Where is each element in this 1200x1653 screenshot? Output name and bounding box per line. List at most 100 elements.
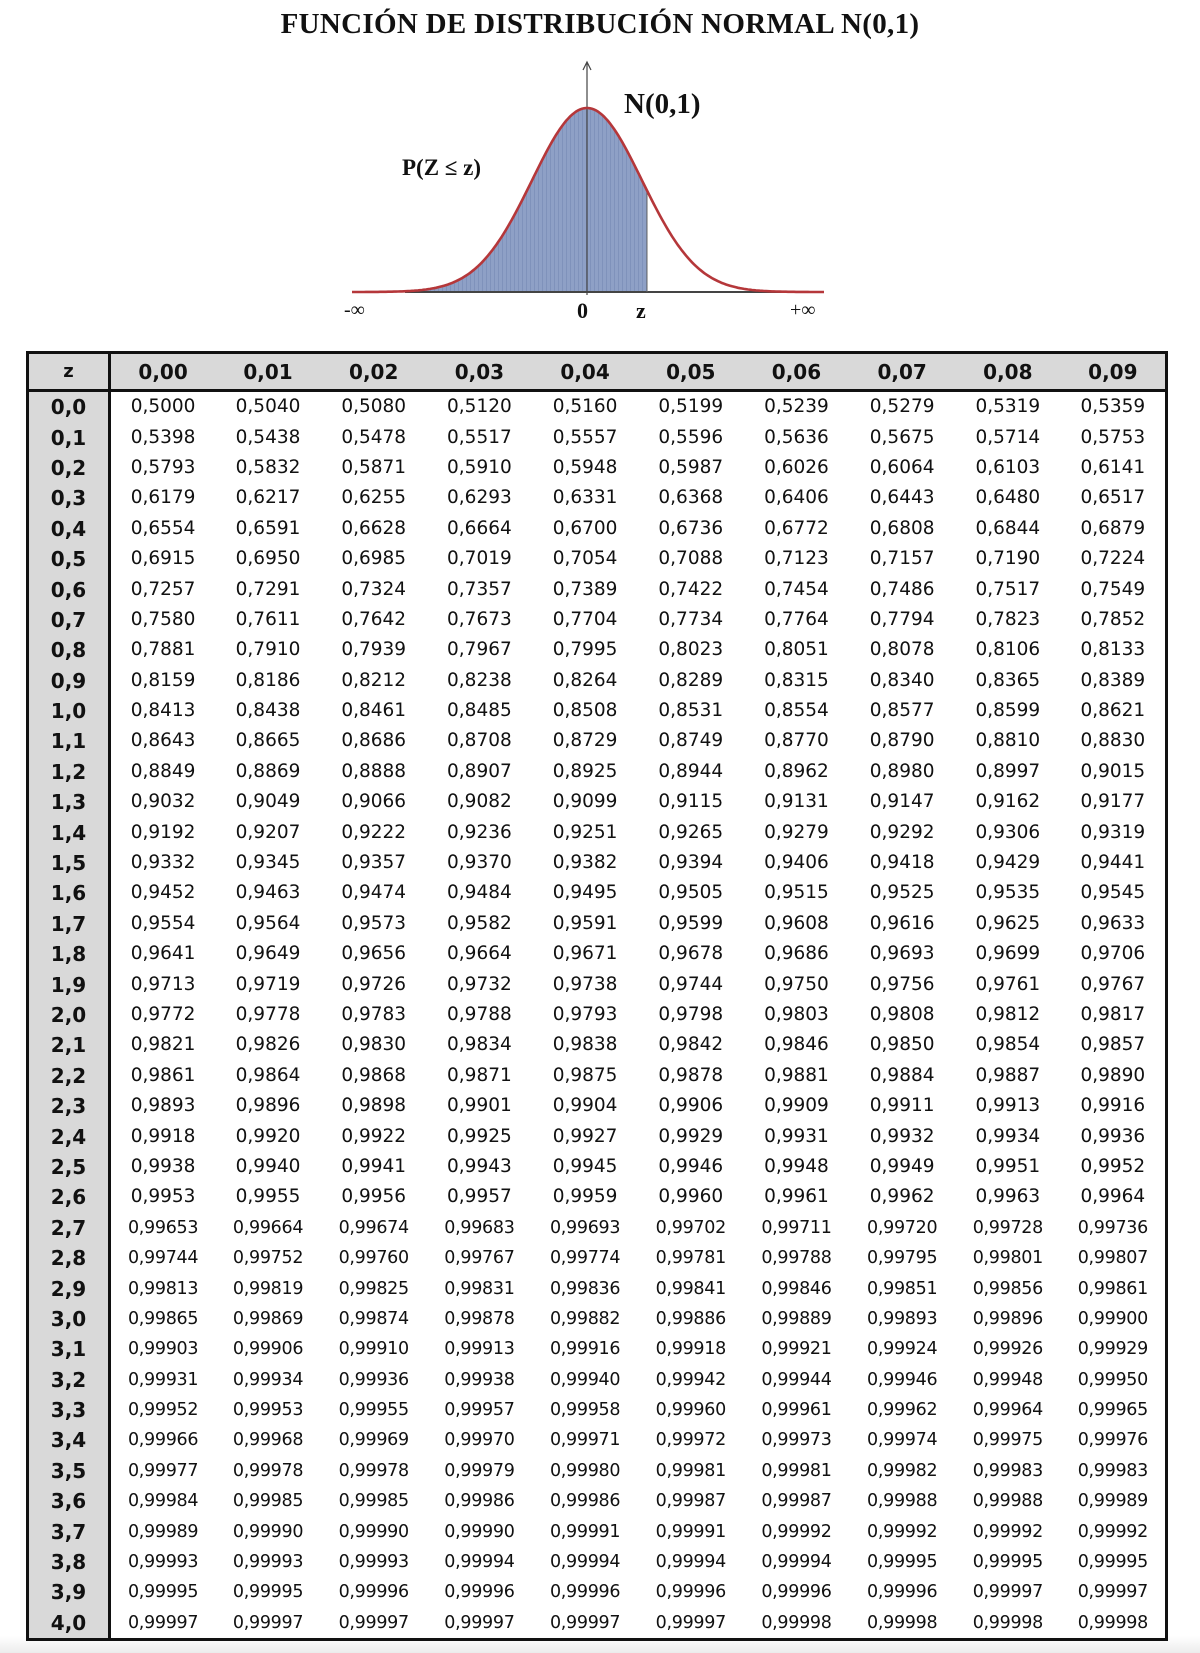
table-cell: 0,8980 <box>869 760 935 782</box>
table-cell: 0,5319 <box>975 396 1041 418</box>
table-cell: 0,8944 <box>658 760 724 782</box>
table-cell: 0,99995 <box>232 1582 304 1603</box>
table-cell: 0,9162 <box>975 791 1041 813</box>
table-cell: 0,8770 <box>764 730 829 752</box>
table-cell: 0,8997 <box>975 760 1041 782</box>
table-cell: 0,9861 <box>130 1064 196 1086</box>
row-header: 1,8 <box>27 939 111 970</box>
table-cell: 0,9842 <box>658 1034 724 1056</box>
table-cell: 0,99693 <box>549 1217 621 1238</box>
table-cell: 0,5359 <box>1080 396 1146 418</box>
table-cell: 0,9177 <box>1080 791 1146 813</box>
table-cell: 0,99972 <box>655 1430 727 1451</box>
table-cell: 0,9554 <box>130 912 196 934</box>
row-header: 4,0 <box>27 1607 111 1640</box>
table-cell: 0,5478 <box>341 426 407 448</box>
table-cell: 0,8264 <box>552 669 618 691</box>
table-cell: 0,99801 <box>972 1248 1044 1269</box>
table-cell: 0,99995 <box>867 1552 938 1573</box>
table-cell: 0,9931 <box>764 1125 829 1147</box>
table-cell: 0,9927 <box>552 1125 618 1147</box>
row-header: 3,8 <box>27 1546 111 1578</box>
row-header: 3,3 <box>27 1394 111 1426</box>
table-cell: 0,8554 <box>764 700 829 722</box>
table-cell: 0,7190 <box>975 548 1041 570</box>
table-cell: 0,9964 <box>1080 1186 1146 1208</box>
table-cell: 0,9943 <box>447 1155 512 1177</box>
table-cell: 0,99961 <box>761 1400 832 1421</box>
table-cell: 0,8078 <box>869 639 935 661</box>
table-cell: 0,99893 <box>867 1308 938 1329</box>
table-cell: 0,8365 <box>975 669 1041 691</box>
table-cell: 0,99979 <box>444 1460 515 1481</box>
table-cell: 0,9616 <box>869 912 935 934</box>
table-cell: 0,9279 <box>764 821 829 843</box>
table-cell: 0,7088 <box>658 548 724 570</box>
table-row: 3,3 0,99952 0,99953 0,99955 0,99957 0,99958 0,… <box>27 1394 1167 1426</box>
table-cell: 0,9793 <box>552 1004 618 1025</box>
table-cell: 0,5832 <box>235 456 301 478</box>
table-cell: 0,99931 <box>127 1369 199 1390</box>
table-cell: 0,6331 <box>552 487 618 509</box>
row-header: 3,0 <box>27 1303 111 1335</box>
table-cell: 0,9767 <box>1080 973 1146 995</box>
row-header: 3,9 <box>27 1577 111 1608</box>
table-cell: 0,9726 <box>341 973 407 995</box>
table-cell: 0,99807 <box>1077 1248 1149 1269</box>
table-cell: 0,99996 <box>549 1582 621 1603</box>
table-cell: 0,9382 <box>552 852 618 874</box>
row-header: 2,6 <box>27 1182 111 1213</box>
table-cell: 0,7389 <box>552 578 618 600</box>
table-cell: 0,99846 <box>761 1278 832 1299</box>
row-header: 2,7 <box>27 1212 111 1243</box>
table-cell: 0,99992 <box>761 1521 832 1542</box>
table-cell: 0,99991 <box>655 1521 727 1542</box>
table-cell: 0,7019 <box>447 548 512 570</box>
table-cell: 0,9906 <box>658 1095 724 1117</box>
table-cell: 0,99851 <box>867 1278 938 1299</box>
table-cell: 0,6700 <box>552 517 618 539</box>
table-cell: 0,9474 <box>341 882 407 904</box>
table-cell: 0,9265 <box>658 821 724 843</box>
table-cell: 0,7764 <box>764 608 829 630</box>
table-cell: 0,9345 <box>235 852 301 874</box>
table-cell: 0,9306 <box>975 821 1041 843</box>
table-cell: 0,9962 <box>869 1186 935 1208</box>
table-row: 1,5 0,9332 0,9345 0,9357 0,9370 0,9382 0,9394 0… <box>27 847 1167 879</box>
table-cell: 0,6368 <box>658 487 724 509</box>
table-cell: 0,9808 <box>869 1004 935 1025</box>
table-cell: 0,99946 <box>867 1369 938 1390</box>
table-cell: 0,99938 <box>444 1369 515 1390</box>
table-row: 0,8 0,7881 0,7910 0,7939 0,7967 0,7995 0,8023 0… <box>27 635 1167 666</box>
table-cell: 0,9932 <box>869 1125 935 1147</box>
table-cell: 0,99683 <box>444 1217 515 1238</box>
table-cell: 0,9750 <box>764 973 829 995</box>
table-cell: 0,99861 <box>1077 1278 1149 1299</box>
table-cell: 0,8315 <box>764 669 829 691</box>
table-row: 1,3 0,9032 0,9049 0,9066 0,9082 0,9099 0,9115 0… <box>27 787 1167 818</box>
table-cell: 0,99882 <box>549 1308 621 1329</box>
table-cell: 0,99994 <box>655 1552 727 1573</box>
table-cell: 0,9713 <box>130 973 196 995</box>
table-cell: 0,8925 <box>552 760 618 782</box>
table-cell: 0,99664 <box>232 1217 304 1238</box>
table-cell: 0,99989 <box>1077 1491 1149 1512</box>
table-cell: 0,9920 <box>235 1125 301 1147</box>
table-cell: 0,7054 <box>552 548 618 570</box>
table-cell: 0,7517 <box>975 578 1041 600</box>
table-cell: 0,8461 <box>341 700 407 722</box>
table-cell: 0,9641 <box>130 943 196 965</box>
row-header: 1,3 <box>27 787 111 818</box>
table-cell: 0,9834 <box>447 1034 512 1056</box>
table-cell: 0,9830 <box>341 1034 407 1056</box>
table-cell: 0,6628 <box>341 517 407 539</box>
table-cell: 0,99964 <box>972 1400 1044 1421</box>
table-cell: 0,9656 <box>341 943 407 965</box>
normal-distribution-table: z 0,00 0,01 0,02 0,03 0,04 0,05 0,06 0,07 0,08 0,… <box>26 351 1168 1642</box>
table-cell: 0,8340 <box>869 669 935 691</box>
table-cell: 0,9463 <box>235 882 301 904</box>
row-header: 1,0 <box>27 695 111 727</box>
table-cell: 0,99996 <box>444 1582 515 1603</box>
table-cell: 0,9332 <box>130 852 196 874</box>
table-cell: 0,9429 <box>975 852 1041 874</box>
